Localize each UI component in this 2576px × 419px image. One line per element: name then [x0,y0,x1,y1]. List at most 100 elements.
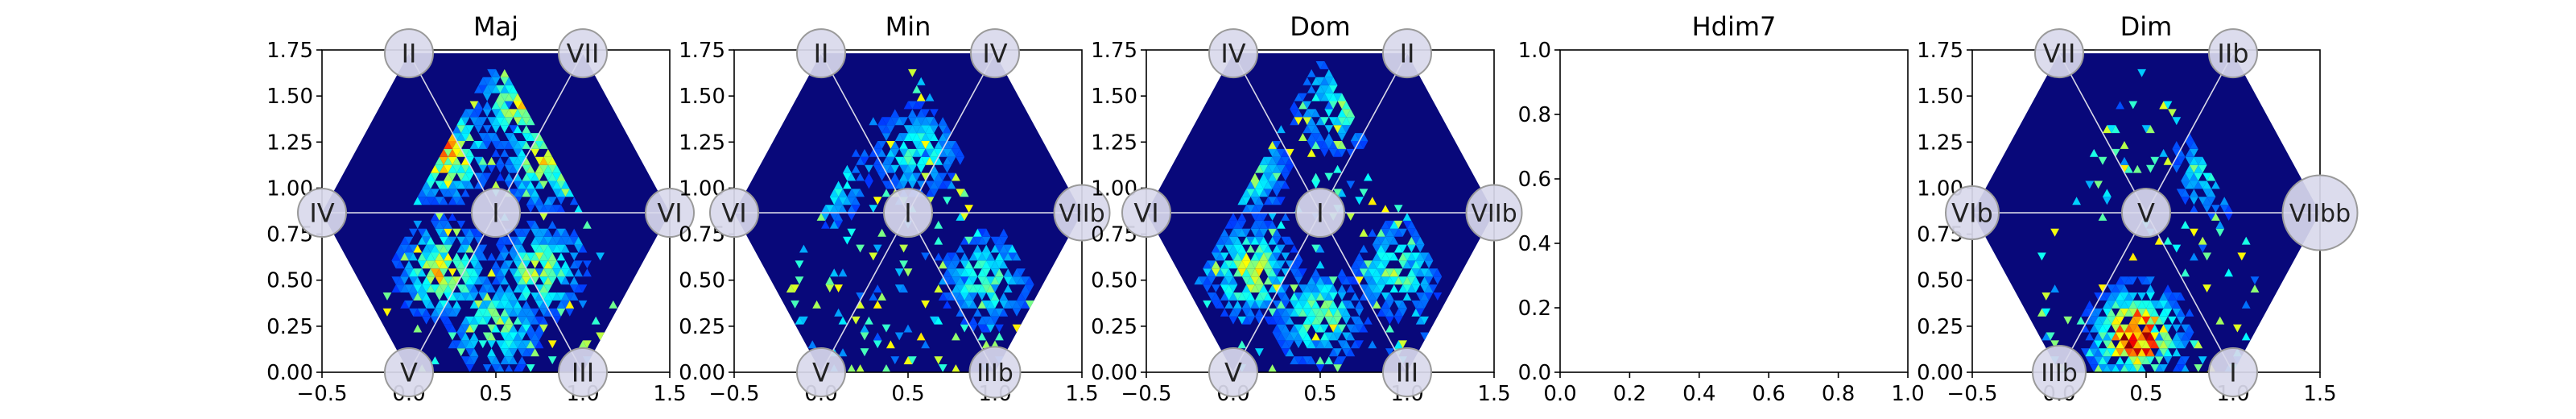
heatmap-cell [413,324,423,333]
heatmap-cell [535,180,544,189]
heatmap-cell [1246,244,1255,253]
heatmap-cell [1285,148,1294,157]
heatmap-cell [522,284,531,292]
heatmap-cell [834,284,843,292]
heatmap-cell [491,141,501,149]
heatmap-cell [426,252,436,261]
heatmap-cell [409,276,418,285]
heatmap-cell [474,109,483,118]
heatmap-cell [947,252,956,261]
heatmap-cell [526,172,535,181]
heatmap-cell [1355,133,1364,141]
heatmap-cell [1272,236,1282,245]
heatmap-cell [2103,332,2112,341]
heatmap-cell [1315,85,1325,93]
heatmap-cell [1368,228,1377,237]
x-tick-label: 1.0 [1891,382,1924,406]
heatmap-cell [2159,148,2168,157]
heatmap-cell [456,172,466,181]
heatmap-cell [2141,348,2151,357]
heatmap-cell [856,189,865,197]
heatmap-cell [2146,125,2155,134]
heatmap-cell [465,148,474,157]
heatmap-cell [2168,109,2177,118]
heatmap-cell [1411,252,1421,261]
heatmap-cell [1277,324,1286,333]
heatmap-cell [513,340,522,349]
y-tick-label: 1.50 [1917,85,1963,109]
heatmap-cell [1381,308,1390,317]
heatmap-cell [834,213,843,221]
heatmap-cell [1281,148,1290,157]
heatmap-cell [543,148,553,157]
heatmap-cell [956,244,965,253]
heatmap-cell [452,276,461,285]
heatmap-cell [1263,276,1273,285]
heatmap-cell [1372,300,1381,309]
heatmap-cell [556,292,566,301]
heatmap-cell [1255,292,1264,301]
heatmap-cell [1255,284,1264,292]
heatmap-cell [1255,348,1264,357]
heatmap-cell [1285,348,1294,357]
heatmap-cell [834,308,843,317]
heatmap-cell [908,68,917,77]
heatmap-cell [452,125,461,134]
heatmap-cell [925,93,935,102]
heatmap-cell [452,164,461,173]
heatmap-cell [990,268,1000,277]
heatmap-cell [469,348,479,357]
heatmap-cell [1381,228,1390,237]
heatmap-cell [435,180,444,189]
heatmap-cell [2198,236,2207,245]
heatmap-cell [444,148,452,157]
heatmap-cell [1415,308,1425,317]
chord-node: V [2121,188,2171,239]
heatmap-cell [500,260,510,269]
heatmap-cell [1337,292,1347,301]
heatmap-cell [439,300,448,309]
heatmap-cell [2128,364,2138,372]
heatmap-cell [903,268,913,277]
heatmap-cell [894,133,904,141]
heatmap-cell [482,85,492,93]
heatmap-cell [509,292,518,301]
heatmap-cell [439,316,448,325]
heatmap-cell [504,117,514,126]
heatmap-cell [999,252,1009,261]
heatmap-cell [448,189,457,197]
chord-node-circle [1465,184,1523,242]
heatmap-cell [977,276,987,285]
heatmap-cell [491,300,501,309]
heatmap-cell [452,180,461,189]
heatmap-cell [422,180,431,189]
heatmap-cell [1311,284,1320,292]
heatmap-cell [1355,300,1364,309]
heatmap-cell [921,172,930,181]
heatmap-cell [2132,316,2142,325]
heatmap-cell [2172,324,2182,333]
heatmap-cell [1350,260,1360,269]
heatmap-cell [2194,156,2203,165]
heatmap-cell [2163,156,2173,165]
heatmap-cell [1298,292,1307,301]
heatmap-cell [2154,364,2164,372]
heatmap-cell [952,141,960,149]
heatmap-cell [444,316,452,325]
heatmap-cell [561,292,570,301]
heatmap-cell [829,189,839,197]
heatmap-cell [1398,308,1407,317]
heatmap-cell [921,133,930,141]
heatmap-cell [552,180,561,189]
heatmap-cell [1377,308,1385,317]
heatmap-cell [539,228,548,237]
heatmap-cell [1246,260,1255,269]
heatmap-cell [578,244,588,253]
heatmap-cell [947,180,956,189]
heatmap-cell [500,292,510,301]
heatmap-cell [565,189,575,197]
heatmap-cell [518,228,526,237]
heatmap-cell [894,156,904,165]
heatmap-cell [448,180,457,189]
heatmap-cell [2146,284,2155,292]
